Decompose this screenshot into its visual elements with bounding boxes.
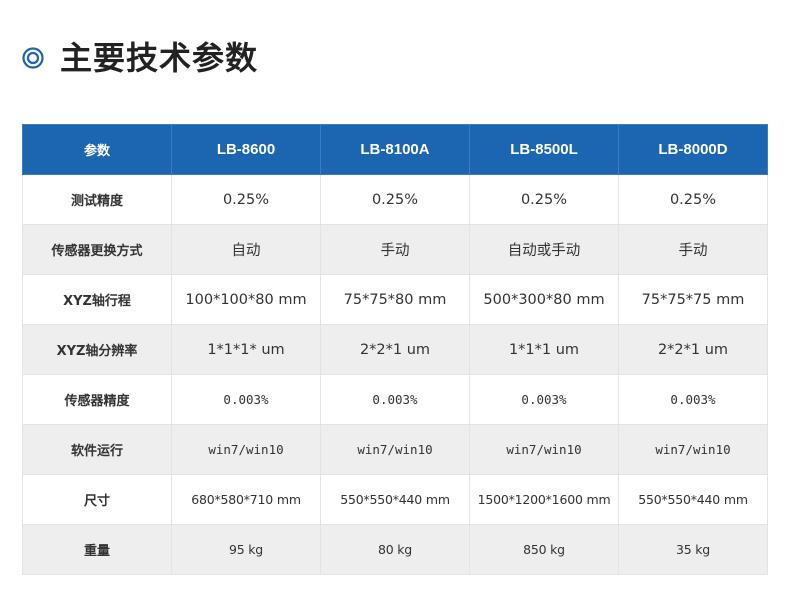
header-row: 参数 LB-8600 LB-8100A LB-8500L LB-8000D — [22, 124, 768, 175]
cell-value: 自动 — [171, 224, 321, 275]
row-label: XYZ轴行程 — [22, 274, 172, 325]
cell-value: 0.25% — [320, 174, 470, 225]
cell-value: 680*580*710 mm — [171, 474, 321, 525]
section-heading: 主要技术参数 — [22, 36, 258, 80]
cell-value: 95 kg — [171, 524, 321, 575]
cell-value: 550*550*440 mm — [618, 474, 768, 525]
table-row: XYZ轴分辨率 1*1*1* um 2*2*1 um 1*1*1 um 2*2*… — [22, 324, 768, 375]
cell-value: 手动 — [618, 224, 768, 275]
cell-value: 0.25% — [469, 174, 619, 225]
row-label: 传感器精度 — [22, 374, 172, 425]
cell-value: win7/win10 — [171, 424, 321, 475]
cell-value: 1*1*1 um — [469, 324, 619, 375]
cell-value: 0.25% — [618, 174, 768, 225]
target-circle-icon — [22, 47, 44, 69]
cell-value: 0.25% — [171, 174, 321, 225]
cell-value: 75*75*75 mm — [618, 274, 768, 325]
cell-value: 80 kg — [320, 524, 470, 575]
cell-value: 850 kg — [469, 524, 619, 575]
cell-value: win7/win10 — [320, 424, 470, 475]
table-row: 重量 95 kg 80 kg 850 kg 35 kg — [22, 524, 768, 575]
cell-value: 2*2*1 um — [320, 324, 470, 375]
row-label: XYZ轴分辨率 — [22, 324, 172, 375]
cell-value: 550*550*440 mm — [320, 474, 470, 525]
page-title: 主要技术参数 — [60, 39, 259, 77]
table-row: 测试精度 0.25% 0.25% 0.25% 0.25% — [22, 174, 768, 225]
table-row: 尺寸 680*580*710 mm 550*550*440 mm 1500*12… — [22, 474, 768, 525]
cell-value: 自动或手动 — [469, 224, 619, 275]
cell-value: win7/win10 — [618, 424, 768, 475]
header-model-lb-8600: LB-8600 — [171, 124, 321, 175]
cell-value: 500*300*80 mm — [469, 274, 619, 325]
spec-table-header: 参数 LB-8600 LB-8100A LB-8500L LB-8000D — [22, 124, 768, 175]
cell-value: 0.003% — [171, 374, 321, 425]
cell-value: 2*2*1 um — [618, 324, 768, 375]
header-model-lb-8000d: LB-8000D — [618, 124, 768, 175]
cell-value: 0.003% — [618, 374, 768, 425]
cell-value: 35 kg — [618, 524, 768, 575]
header-param: 参数 — [22, 124, 172, 175]
row-label: 测试精度 — [22, 174, 172, 225]
cell-value: 0.003% — [469, 374, 619, 425]
row-label: 软件运行 — [22, 424, 172, 475]
header-model-lb-8100a: LB-8100A — [320, 124, 470, 175]
table-row: 软件运行 win7/win10 win7/win10 win7/win10 wi… — [22, 424, 768, 475]
cell-value: 手动 — [320, 224, 470, 275]
cell-value: 0.003% — [320, 374, 470, 425]
spec-table: 参数 LB-8600 LB-8100A LB-8500L LB-8000D 测试… — [22, 124, 768, 575]
cell-value: 75*75*80 mm — [320, 274, 470, 325]
spec-table-body: 测试精度 0.25% 0.25% 0.25% 0.25% 传感器更换方式 自动 … — [22, 174, 768, 575]
row-label: 传感器更换方式 — [22, 224, 172, 275]
row-label: 重量 — [22, 524, 172, 575]
row-label: 尺寸 — [22, 474, 172, 525]
header-model-lb-8500l: LB-8500L — [469, 124, 619, 175]
table-row: 传感器精度 0.003% 0.003% 0.003% 0.003% — [22, 374, 768, 425]
table-row: 传感器更换方式 自动 手动 自动或手动 手动 — [22, 224, 768, 275]
cell-value: 1500*1200*1600 mm — [469, 474, 619, 525]
table-row: XYZ轴行程 100*100*80 mm 75*75*80 mm 500*300… — [22, 274, 768, 325]
cell-value: win7/win10 — [469, 424, 619, 475]
cell-value: 1*1*1* um — [171, 324, 321, 375]
cell-value: 100*100*80 mm — [171, 274, 321, 325]
